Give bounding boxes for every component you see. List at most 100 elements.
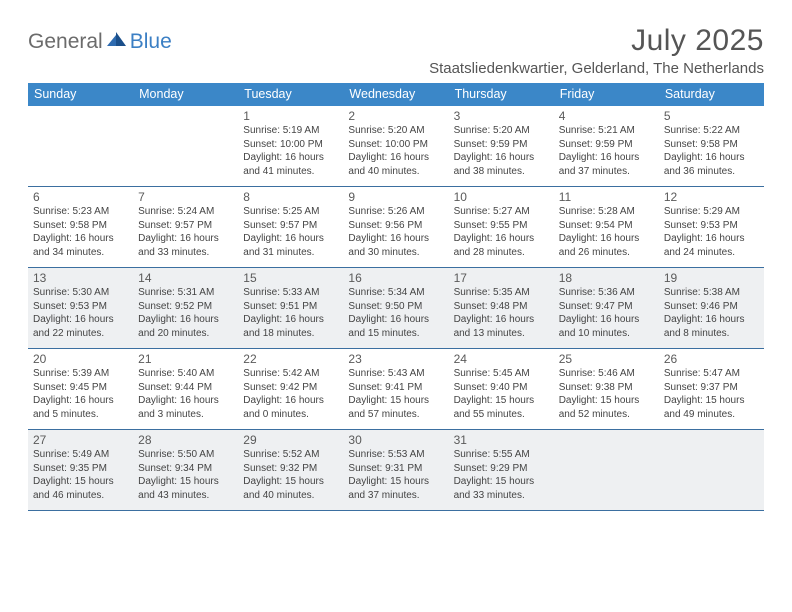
daylight-text: Daylight: 16 hours and 18 minutes. bbox=[243, 313, 338, 340]
day-sun-info: Sunrise: 5:20 AMSunset: 10:00 PMDaylight… bbox=[348, 124, 443, 178]
sunrise-text: Sunrise: 5:23 AM bbox=[33, 205, 128, 219]
sunset-text: Sunset: 9:35 PM bbox=[33, 462, 128, 476]
calendar-day-cell: 13Sunrise: 5:30 AMSunset: 9:53 PMDayligh… bbox=[28, 268, 133, 348]
day-sun-info: Sunrise: 5:19 AMSunset: 10:00 PMDaylight… bbox=[243, 124, 338, 178]
calendar-day-cell: 8Sunrise: 5:25 AMSunset: 9:57 PMDaylight… bbox=[238, 187, 343, 267]
daylight-text: Daylight: 15 hours and 43 minutes. bbox=[138, 475, 233, 502]
sunset-text: Sunset: 9:56 PM bbox=[348, 219, 443, 233]
calendar-week-row: 20Sunrise: 5:39 AMSunset: 9:45 PMDayligh… bbox=[28, 349, 764, 430]
daylight-text: Daylight: 16 hours and 40 minutes. bbox=[348, 151, 443, 178]
day-number: 18 bbox=[559, 271, 654, 285]
sunset-text: Sunset: 9:58 PM bbox=[33, 219, 128, 233]
daylight-text: Daylight: 15 hours and 40 minutes. bbox=[243, 475, 338, 502]
weekday-header: Friday bbox=[554, 83, 659, 106]
sunrise-text: Sunrise: 5:49 AM bbox=[33, 448, 128, 462]
day-sun-info: Sunrise: 5:28 AMSunset: 9:54 PMDaylight:… bbox=[559, 205, 654, 259]
sunset-text: Sunset: 9:57 PM bbox=[243, 219, 338, 233]
calendar-day-cell: 2Sunrise: 5:20 AMSunset: 10:00 PMDayligh… bbox=[343, 106, 448, 186]
sunrise-text: Sunrise: 5:21 AM bbox=[559, 124, 654, 138]
sunset-text: Sunset: 9:34 PM bbox=[138, 462, 233, 476]
calendar-week-row: 1Sunrise: 5:19 AMSunset: 10:00 PMDayligh… bbox=[28, 106, 764, 187]
day-number: 30 bbox=[348, 433, 443, 447]
day-number: 29 bbox=[243, 433, 338, 447]
weekday-header-row: Sunday Monday Tuesday Wednesday Thursday… bbox=[28, 83, 764, 106]
calendar-day-cell: 21Sunrise: 5:40 AMSunset: 9:44 PMDayligh… bbox=[133, 349, 238, 429]
calendar-day-cell: 4Sunrise: 5:21 AMSunset: 9:59 PMDaylight… bbox=[554, 106, 659, 186]
day-number: 10 bbox=[454, 190, 549, 204]
day-sun-info: Sunrise: 5:49 AMSunset: 9:35 PMDaylight:… bbox=[33, 448, 128, 502]
daylight-text: Daylight: 16 hours and 15 minutes. bbox=[348, 313, 443, 340]
sunrise-text: Sunrise: 5:26 AM bbox=[348, 205, 443, 219]
daylight-text: Daylight: 16 hours and 36 minutes. bbox=[664, 151, 759, 178]
calendar-week-row: 6Sunrise: 5:23 AMSunset: 9:58 PMDaylight… bbox=[28, 187, 764, 268]
day-number: 6 bbox=[33, 190, 128, 204]
location-subtitle: Staatsliedenkwartier, Gelderland, The Ne… bbox=[429, 60, 764, 77]
day-sun-info: Sunrise: 5:46 AMSunset: 9:38 PMDaylight:… bbox=[559, 367, 654, 421]
day-sun-info: Sunrise: 5:53 AMSunset: 9:31 PMDaylight:… bbox=[348, 448, 443, 502]
daylight-text: Daylight: 16 hours and 20 minutes. bbox=[138, 313, 233, 340]
day-sun-info: Sunrise: 5:43 AMSunset: 9:41 PMDaylight:… bbox=[348, 367, 443, 421]
daylight-text: Daylight: 16 hours and 28 minutes. bbox=[454, 232, 549, 259]
daylight-text: Daylight: 15 hours and 33 minutes. bbox=[454, 475, 549, 502]
sunrise-text: Sunrise: 5:34 AM bbox=[348, 286, 443, 300]
day-number: 3 bbox=[454, 109, 549, 123]
sunrise-text: Sunrise: 5:50 AM bbox=[138, 448, 233, 462]
weeks-container: 1Sunrise: 5:19 AMSunset: 10:00 PMDayligh… bbox=[28, 106, 764, 511]
calendar-day-cell: 30Sunrise: 5:53 AMSunset: 9:31 PMDayligh… bbox=[343, 430, 448, 510]
daylight-text: Daylight: 16 hours and 8 minutes. bbox=[664, 313, 759, 340]
calendar-grid: Sunday Monday Tuesday Wednesday Thursday… bbox=[28, 83, 764, 511]
sunset-text: Sunset: 9:32 PM bbox=[243, 462, 338, 476]
sunrise-text: Sunrise: 5:53 AM bbox=[348, 448, 443, 462]
logo: General Blue bbox=[28, 30, 172, 54]
day-number: 24 bbox=[454, 352, 549, 366]
logo-flag-icon bbox=[107, 32, 127, 53]
sunset-text: Sunset: 9:44 PM bbox=[138, 381, 233, 395]
calendar-day-cell: 10Sunrise: 5:27 AMSunset: 9:55 PMDayligh… bbox=[449, 187, 554, 267]
calendar-day-cell: 22Sunrise: 5:42 AMSunset: 9:42 PMDayligh… bbox=[238, 349, 343, 429]
day-number: 5 bbox=[664, 109, 759, 123]
calendar-day-cell: 6Sunrise: 5:23 AMSunset: 9:58 PMDaylight… bbox=[28, 187, 133, 267]
weekday-header: Saturday bbox=[659, 83, 764, 106]
day-sun-info: Sunrise: 5:27 AMSunset: 9:55 PMDaylight:… bbox=[454, 205, 549, 259]
sunset-text: Sunset: 9:59 PM bbox=[559, 138, 654, 152]
day-number: 11 bbox=[559, 190, 654, 204]
daylight-text: Daylight: 16 hours and 24 minutes. bbox=[664, 232, 759, 259]
sunset-text: Sunset: 9:59 PM bbox=[454, 138, 549, 152]
sunrise-text: Sunrise: 5:20 AM bbox=[454, 124, 549, 138]
day-sun-info: Sunrise: 5:29 AMSunset: 9:53 PMDaylight:… bbox=[664, 205, 759, 259]
daylight-text: Daylight: 15 hours and 49 minutes. bbox=[664, 394, 759, 421]
calendar-day-cell: 18Sunrise: 5:36 AMSunset: 9:47 PMDayligh… bbox=[554, 268, 659, 348]
day-sun-info: Sunrise: 5:25 AMSunset: 9:57 PMDaylight:… bbox=[243, 205, 338, 259]
day-sun-info: Sunrise: 5:21 AMSunset: 9:59 PMDaylight:… bbox=[559, 124, 654, 178]
day-number: 27 bbox=[33, 433, 128, 447]
daylight-text: Daylight: 16 hours and 34 minutes. bbox=[33, 232, 128, 259]
day-number: 8 bbox=[243, 190, 338, 204]
daylight-text: Daylight: 16 hours and 5 minutes. bbox=[33, 394, 128, 421]
sunset-text: Sunset: 9:38 PM bbox=[559, 381, 654, 395]
sunset-text: Sunset: 9:31 PM bbox=[348, 462, 443, 476]
weekday-header: Sunday bbox=[28, 83, 133, 106]
day-sun-info: Sunrise: 5:30 AMSunset: 9:53 PMDaylight:… bbox=[33, 286, 128, 340]
day-sun-info: Sunrise: 5:26 AMSunset: 9:56 PMDaylight:… bbox=[348, 205, 443, 259]
sunrise-text: Sunrise: 5:22 AM bbox=[664, 124, 759, 138]
calendar-day-cell bbox=[133, 106, 238, 186]
daylight-text: Daylight: 15 hours and 37 minutes. bbox=[348, 475, 443, 502]
day-sun-info: Sunrise: 5:34 AMSunset: 9:50 PMDaylight:… bbox=[348, 286, 443, 340]
sunset-text: Sunset: 10:00 PM bbox=[348, 138, 443, 152]
sunset-text: Sunset: 9:48 PM bbox=[454, 300, 549, 314]
calendar-day-cell: 26Sunrise: 5:47 AMSunset: 9:37 PMDayligh… bbox=[659, 349, 764, 429]
daylight-text: Daylight: 16 hours and 13 minutes. bbox=[454, 313, 549, 340]
calendar-day-cell: 31Sunrise: 5:55 AMSunset: 9:29 PMDayligh… bbox=[449, 430, 554, 510]
calendar-day-cell: 24Sunrise: 5:45 AMSunset: 9:40 PMDayligh… bbox=[449, 349, 554, 429]
calendar-day-cell: 20Sunrise: 5:39 AMSunset: 9:45 PMDayligh… bbox=[28, 349, 133, 429]
daylight-text: Daylight: 16 hours and 41 minutes. bbox=[243, 151, 338, 178]
day-sun-info: Sunrise: 5:52 AMSunset: 9:32 PMDaylight:… bbox=[243, 448, 338, 502]
sunset-text: Sunset: 9:37 PM bbox=[664, 381, 759, 395]
sunrise-text: Sunrise: 5:45 AM bbox=[454, 367, 549, 381]
calendar-day-cell: 14Sunrise: 5:31 AMSunset: 9:52 PMDayligh… bbox=[133, 268, 238, 348]
sunset-text: Sunset: 9:55 PM bbox=[454, 219, 549, 233]
day-sun-info: Sunrise: 5:39 AMSunset: 9:45 PMDaylight:… bbox=[33, 367, 128, 421]
sunrise-text: Sunrise: 5:42 AM bbox=[243, 367, 338, 381]
daylight-text: Daylight: 16 hours and 33 minutes. bbox=[138, 232, 233, 259]
logo-text-general: General bbox=[28, 30, 103, 54]
